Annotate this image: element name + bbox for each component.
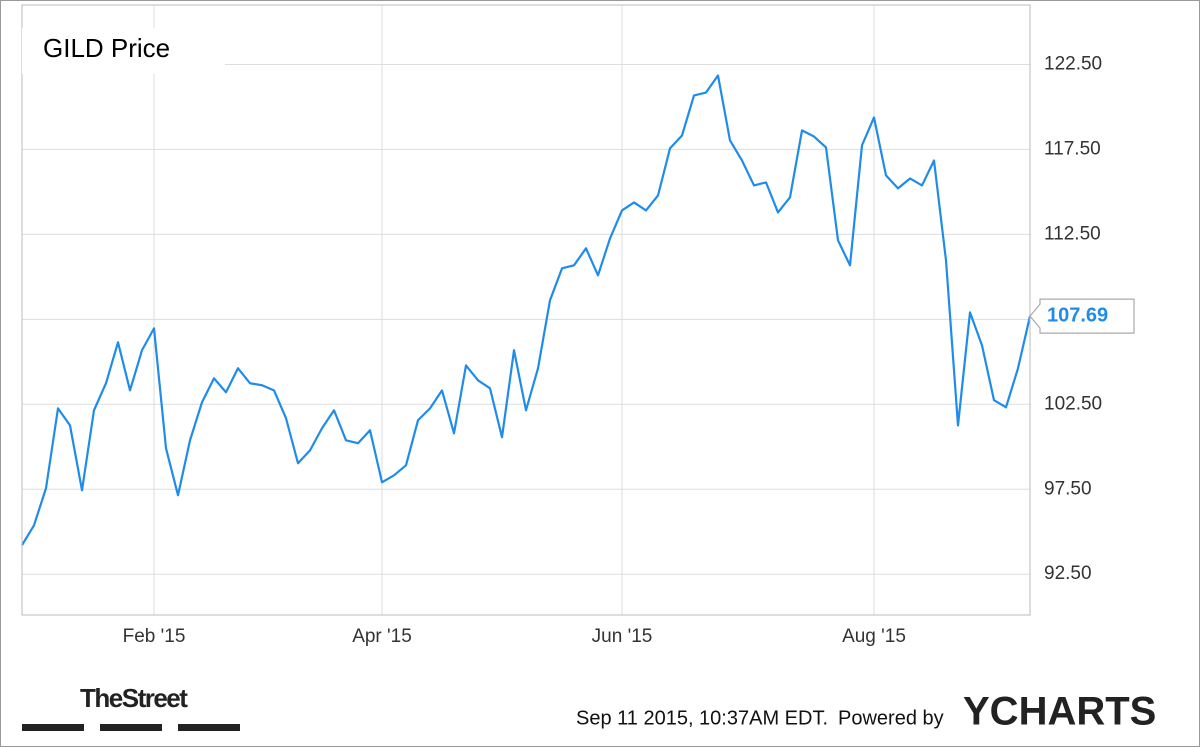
last-value-label: 107.69 bbox=[1047, 304, 1108, 326]
brand-logo: YCHARTS bbox=[963, 690, 1156, 734]
chart-title: GILD Price bbox=[43, 33, 170, 63]
y-tick-label: 112.50 bbox=[1044, 223, 1101, 244]
x-tick-label: Jun '15 bbox=[592, 626, 653, 647]
x-tick-label: Apr '15 bbox=[352, 626, 412, 647]
x-tick-label: Aug '15 bbox=[842, 626, 906, 647]
powered-by: Powered by bbox=[838, 707, 944, 729]
x-tick-label: Feb '15 bbox=[123, 626, 186, 647]
source-logo: TheStreet bbox=[80, 683, 188, 713]
title-box bbox=[22, 28, 225, 74]
plot-border bbox=[21, 4, 1031, 616]
y-tick-label: 122.50 bbox=[1044, 53, 1102, 74]
logo-bar bbox=[100, 724, 162, 731]
y-tick-label: 102.50 bbox=[1044, 393, 1102, 414]
y-tick-label: 97.50 bbox=[1044, 478, 1092, 499]
logo-bar bbox=[178, 724, 240, 731]
y-tick-label: 117.50 bbox=[1044, 138, 1101, 159]
price-line bbox=[21, 74, 1032, 546]
logo-bar bbox=[22, 724, 84, 731]
last-value-callout bbox=[1029, 298, 1135, 334]
timestamp: Sep 11 2015, 10:37AM EDT. bbox=[576, 707, 828, 729]
y-tick-label: 92.50 bbox=[1044, 563, 1092, 584]
